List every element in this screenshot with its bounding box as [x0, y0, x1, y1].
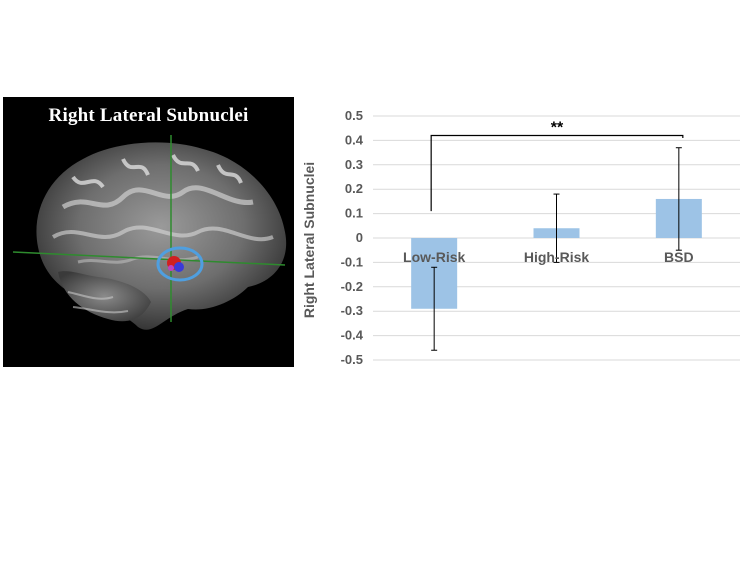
- y-tick-label: -0.2: [341, 279, 363, 294]
- y-tick-label: -0.1: [341, 254, 363, 269]
- roi-marker: [156, 246, 204, 282]
- category-label: BSD: [664, 249, 694, 265]
- y-tick-label: 0.1: [345, 206, 363, 221]
- y-tick-label: -0.5: [341, 352, 363, 367]
- y-tick-label: 0.3: [345, 157, 363, 172]
- brain-scan-graphic: [12, 135, 287, 330]
- significance-stars: **: [551, 120, 564, 137]
- y-tick-label: 0.5: [345, 108, 363, 123]
- significance-annotation: **: [430, 120, 684, 212]
- y-tick-label: -0.4: [341, 328, 364, 343]
- y-tick-label: 0: [356, 230, 363, 245]
- y-tick-label: 0.4: [345, 132, 364, 147]
- category-label: High-Risk: [524, 249, 590, 265]
- y-tick-label: -0.3: [341, 303, 363, 318]
- category-label: Low-Risk: [403, 249, 465, 265]
- bar-chart: 0.5 0.4 0.3 0.2 0.1 0 -0.1 -0.2 -0.3 -0.4 -0.5 Low…: [301, 108, 740, 367]
- y-axis-label: Right Lateral Subnuclei: [301, 162, 317, 318]
- y-axis-ticks: 0.5 0.4 0.3 0.2 0.1 0 -0.1 -0.2 -0.3 -0.4 -0.5: [341, 108, 364, 367]
- image-title: Right Lateral Subnuclei: [48, 105, 249, 126]
- category-labels: Low-Risk High-Risk BSD: [403, 249, 694, 265]
- y-tick-label: 0.2: [345, 181, 363, 196]
- error-bars: [431, 147, 682, 351]
- significance-bracket: [430, 134, 684, 212]
- mri-sagittal-image: Right Lateral Subnuclei: [3, 97, 294, 367]
- brain-tissue: [36, 142, 287, 330]
- crosshair: [12, 135, 286, 322]
